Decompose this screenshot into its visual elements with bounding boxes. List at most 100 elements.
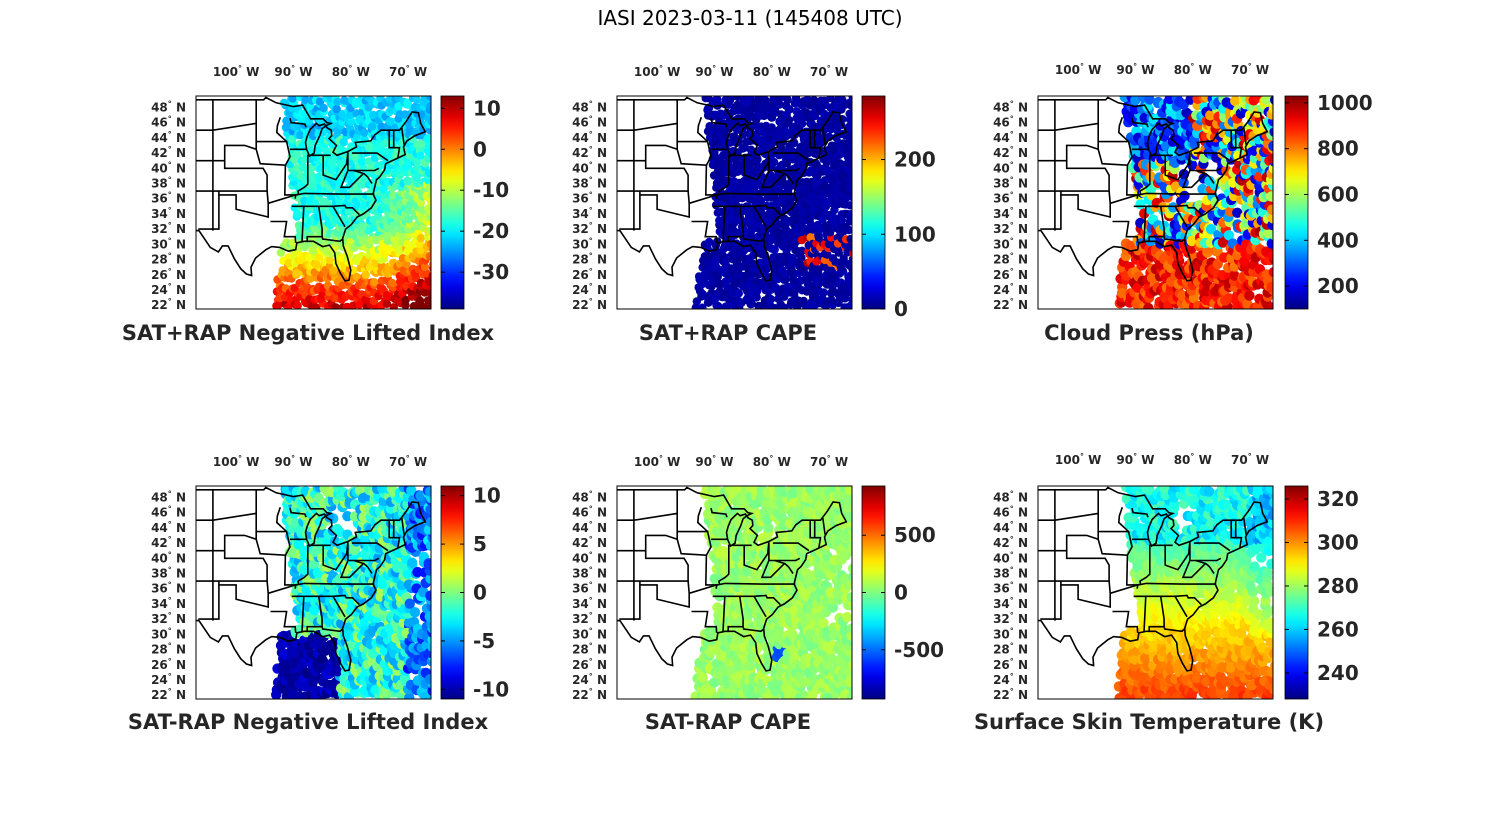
- state-border: [710, 117, 728, 128]
- data-point: [780, 303, 789, 309]
- colorbar-tick-label: -10: [473, 677, 509, 701]
- state-border: [742, 236, 765, 243]
- data-point: [1186, 243, 1197, 254]
- colorbar: [861, 95, 886, 310]
- data-point: [428, 272, 431, 280]
- state-border: [1174, 205, 1188, 228]
- lat-tick-label: 26° N: [151, 657, 186, 672]
- state-border: [339, 560, 364, 579]
- lat-tick-label: 22° N: [151, 297, 186, 312]
- data-point: [1268, 266, 1273, 278]
- state-border: [283, 165, 375, 196]
- data-point: [829, 213, 839, 223]
- data-point: [841, 222, 850, 232]
- state-border: [1164, 151, 1191, 181]
- data-point: [1268, 140, 1273, 152]
- data-point: [325, 255, 335, 265]
- state-border: [297, 154, 309, 196]
- data-point: [849, 249, 852, 258]
- data-point: [779, 178, 788, 188]
- data-point: [307, 676, 318, 688]
- state-border: [1133, 205, 1147, 243]
- data-point: [288, 96, 297, 103]
- state-border: [291, 595, 305, 633]
- lat-tick-label: 44° N: [993, 130, 1028, 145]
- data-point: [322, 197, 331, 207]
- data-point: [1266, 282, 1273, 293]
- state-border: [351, 542, 389, 552]
- data-point: [827, 266, 836, 275]
- data-point: [406, 200, 415, 209]
- data-point: [849, 243, 852, 252]
- data-point: [425, 590, 431, 601]
- state-border: [727, 206, 744, 243]
- data-point: [781, 269, 790, 279]
- data-point: [766, 295, 776, 304]
- data-point: [427, 641, 431, 652]
- data-point: [846, 160, 852, 169]
- map-frame: [1037, 95, 1274, 310]
- lat-tick-label: 42° N: [151, 145, 186, 160]
- data-point: [378, 285, 387, 294]
- lat-tick-label: 46° N: [151, 115, 186, 130]
- state-border: [617, 122, 678, 131]
- colorbar-tick-label: 100: [894, 222, 936, 246]
- colorbar-tick-label: 0: [894, 297, 908, 321]
- data-point: [848, 254, 852, 264]
- map-panel-sat-minus-rap-cape: [616, 485, 853, 700]
- state-border: [644, 140, 712, 167]
- colorbar-tick-label: -30: [473, 260, 509, 284]
- lat-tick-label: 40° N: [993, 160, 1028, 175]
- state-border: [196, 512, 257, 521]
- data-point: [355, 114, 364, 124]
- state-border: [339, 170, 364, 189]
- data-point: [1230, 96, 1241, 107]
- state-border: [1040, 194, 1062, 230]
- colorbar-tick-label: 0: [473, 581, 487, 605]
- data-point: [1145, 171, 1156, 182]
- data-point: [404, 215, 413, 224]
- lat-tick-label: 42° N: [151, 535, 186, 550]
- data-point: [794, 284, 804, 293]
- data-point: [361, 270, 370, 279]
- state-border: [718, 154, 730, 196]
- state-border: [321, 236, 344, 243]
- data-point: [389, 191, 398, 200]
- lat-tick-label: 38° N: [572, 175, 607, 190]
- data-point: [1267, 153, 1273, 164]
- data-point: [752, 293, 761, 302]
- data-point: [416, 151, 425, 160]
- state-border: [1243, 127, 1247, 145]
- data-point: [402, 568, 413, 579]
- map-frame: [195, 95, 432, 310]
- data-point: [378, 147, 387, 156]
- state-border: [347, 153, 380, 172]
- lat-tick-label: 48° N: [572, 99, 607, 114]
- state-border: [704, 165, 796, 196]
- map-boundaries: [196, 96, 427, 282]
- state-border: [198, 194, 220, 230]
- data-point: [409, 607, 421, 618]
- data-point: [1268, 163, 1273, 174]
- lon-tick-label: 100° W: [634, 64, 680, 79]
- data-point: [339, 138, 348, 147]
- data-point: [370, 278, 379, 287]
- lat-tick-label: 36° N: [151, 191, 186, 206]
- data-point: [425, 486, 431, 497]
- data-point: [429, 178, 431, 186]
- state-border: [332, 205, 346, 228]
- data-point: [305, 253, 314, 262]
- data-point: [342, 511, 353, 522]
- data-point: [369, 110, 378, 120]
- colorbar-tick-label: -10: [473, 178, 509, 202]
- state-border: [696, 117, 709, 143]
- data-point: [846, 183, 852, 192]
- panel-title: SAT+RAP Negative Lifted Index: [122, 321, 495, 345]
- data-point: [762, 97, 771, 106]
- data-point: [355, 191, 364, 200]
- state-border: [196, 159, 268, 192]
- data-point: [819, 288, 828, 297]
- data-point: [733, 96, 742, 102]
- data-point: [425, 252, 431, 261]
- data-point: [772, 283, 781, 293]
